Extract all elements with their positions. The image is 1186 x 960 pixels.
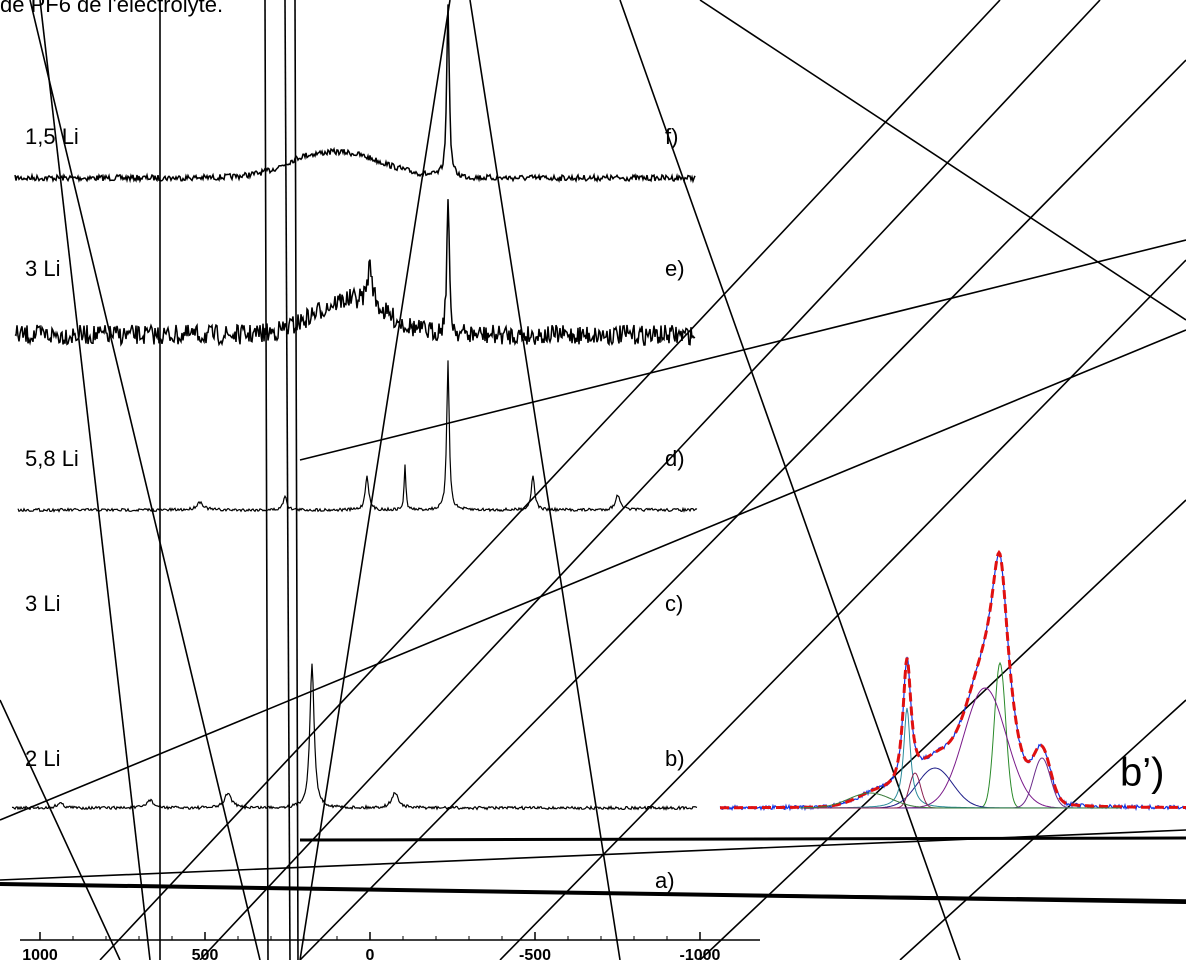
caption: de PF6 de l'électrolyte. [0,0,223,17]
sample-label: 1,5 Li [25,124,79,149]
spectrum [17,360,698,513]
x-tick-label: -1000 [680,947,721,960]
spectrum [14,4,696,184]
sample-label: 3 Li [25,256,60,281]
panel-label: d) [665,446,685,471]
stray-line [299,836,1186,842]
stray-line [0,882,1186,904]
spectrum [800,792,1120,809]
spectrum [800,661,1120,809]
panel-label: b) [665,746,685,771]
x-tick-label: 0 [366,947,375,960]
panel-label: a) [655,868,675,893]
spectrum [719,551,1186,812]
spectrum [11,663,698,811]
panel-label: e) [665,256,685,281]
sample-label: 2 Li [25,746,60,771]
panel-label: c) [665,591,683,616]
spectrum [720,549,1186,810]
x-tick-label: -500 [519,947,551,960]
sample-label: 3 Li [25,591,60,616]
x-tick-label: 500 [192,947,219,960]
inset-label: b’) [1120,751,1164,795]
sample-label: 5,8 Li [25,446,79,471]
x-tick-label: 1000 [22,947,58,960]
spectrum [800,687,1120,809]
spectrum [14,199,696,347]
panel-label: f) [665,124,678,149]
